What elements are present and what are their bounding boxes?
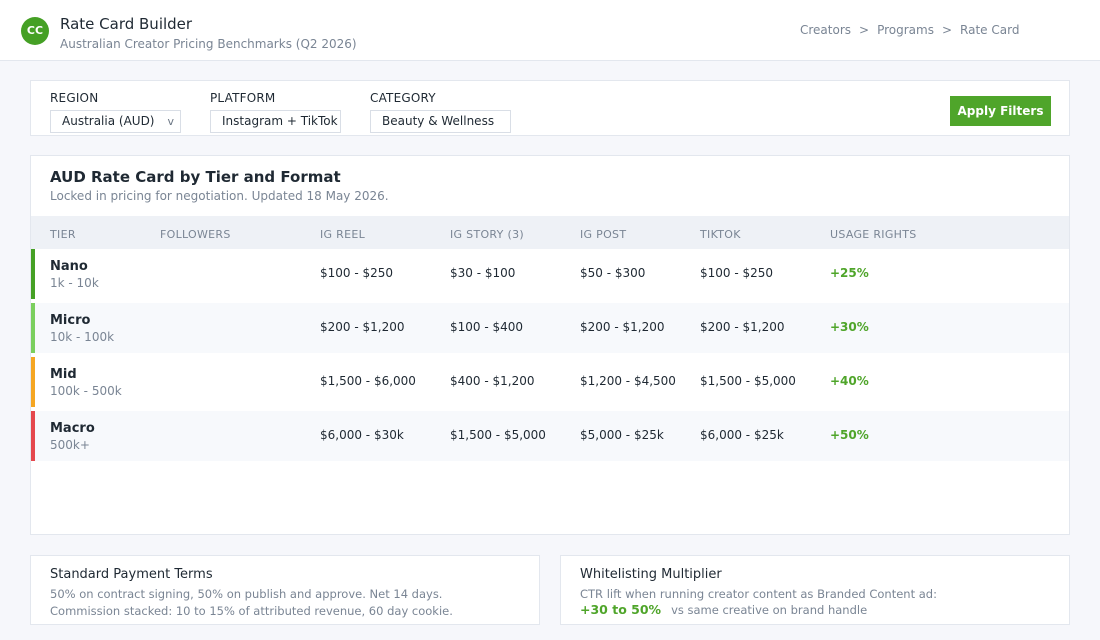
column-header-ig-post: IG POST	[580, 228, 627, 241]
region-value: Australia (AUD)	[62, 114, 155, 128]
usage-rights-uplift: +25%	[830, 266, 869, 280]
tier-followers: 100k - 500k	[50, 384, 122, 398]
column-header-ig-story: IG STORY (3)	[450, 228, 524, 241]
ig-post-rate: $200 - $1,200	[580, 320, 665, 334]
ctr-lift-comparison: vs same creative on brand handle	[671, 603, 868, 617]
chevron-down-icon: v	[167, 115, 174, 128]
column-header-tiktok: TIKTOK	[700, 228, 741, 241]
usage-rights-uplift: +30%	[830, 320, 869, 334]
table-row: Micro 10k - 100k $200 - $1,200 $100 - $4…	[31, 303, 1069, 353]
tier-color-bar	[31, 249, 35, 299]
breadcrumb-separator: >	[941, 23, 953, 37]
app-header: CC Rate Card Builder Australian Creator …	[0, 0, 1100, 61]
ig-post-rate: $5,000 - $25k	[580, 428, 664, 442]
region-label: REGION	[50, 91, 99, 105]
ig-reel-rate: $1,500 - $6,000	[320, 374, 416, 388]
tier-color-bar	[31, 303, 35, 353]
filter-bar: REGION Australia (AUD) v PLATFORM Instag…	[30, 80, 1070, 136]
platform-label: PLATFORM	[210, 91, 276, 105]
ig-reel-rate: $6,000 - $30k	[320, 428, 404, 442]
ctr-lift-value: +30 to 50%	[580, 602, 662, 617]
platform-filter: PLATFORM Instagram + TikTok	[210, 91, 341, 133]
whitelisting-card: Whitelisting Multiplier CTR lift when ru…	[560, 555, 1070, 625]
ig-story-rate: $100 - $400	[450, 320, 524, 334]
page-subtitle: Australian Creator Pricing Benchmarks (Q…	[60, 37, 357, 51]
tier-color-bar	[31, 411, 35, 461]
column-header-followers: FOLLOWERS	[160, 228, 231, 241]
ig-post-rate: $1,200 - $4,500	[580, 374, 676, 388]
ig-reel-rate: $100 - $250	[320, 266, 394, 280]
whitelisting-description: CTR lift when running creator content as…	[580, 587, 937, 601]
breadcrumb-separator: >	[859, 23, 870, 37]
tiktok-rate: $200 - $1,200	[700, 320, 785, 334]
tier-name: Micro	[50, 313, 91, 328]
breadcrumb: Creators > Programs > Rate Card	[800, 23, 1019, 37]
breadcrumb-item-creators[interactable]: Creators	[800, 23, 852, 37]
apply-filters-button[interactable]: Apply Filters	[950, 96, 1051, 126]
tier-followers: 500k+	[50, 438, 90, 452]
usage-rights-uplift: +40%	[830, 374, 869, 388]
table-row: Macro 500k+ $6,000 - $30k $1,500 - $5,00…	[31, 411, 1069, 461]
region-select[interactable]: Australia (AUD) v	[50, 110, 181, 133]
table-row: Mid 100k - 500k $1,500 - $6,000 $400 - $…	[31, 357, 1069, 407]
payment-terms-line: 50% on contract signing, 50% on publish …	[50, 587, 443, 601]
category-filter: CATEGORY Beauty & Wellness	[370, 91, 511, 133]
tier-followers: 1k - 10k	[50, 276, 99, 290]
ig-post-rate: $50 - $300	[580, 266, 646, 280]
tiktok-rate: $1,500 - $5,000	[700, 374, 796, 388]
tier-name: Nano	[50, 259, 88, 274]
commission-terms-line: Commission stacked: 10 to 15% of attribu…	[50, 604, 453, 618]
rate-card-title: AUD Rate Card by Tier and Format	[50, 168, 341, 186]
ig-story-rate: $30 - $100	[450, 266, 516, 280]
rate-card-panel: AUD Rate Card by Tier and Format Locked …	[30, 155, 1070, 535]
table-row: Nano 1k - 10k $100 - $250 $30 - $100 $50…	[31, 249, 1069, 299]
platform-select[interactable]: Instagram + TikTok	[210, 110, 341, 133]
ig-story-rate: $400 - $1,200	[450, 374, 535, 388]
tier-name: Mid	[50, 367, 77, 382]
tier-color-bar	[31, 357, 35, 407]
tiktok-rate: $100 - $250	[700, 266, 774, 280]
breadcrumb-item-rate-card: Rate Card	[960, 23, 1020, 37]
column-header-tier: TIER	[50, 228, 76, 241]
payment-terms-card: Standard Payment Terms 50% on contract s…	[30, 555, 540, 625]
table-header: TIER FOLLOWERS IG REEL IG STORY (3) IG P…	[31, 216, 1069, 252]
tier-followers: 10k - 100k	[50, 330, 115, 344]
column-header-ig-reel: IG REEL	[320, 228, 366, 241]
category-label: CATEGORY	[370, 91, 436, 105]
platform-value: Instagram + TikTok	[222, 114, 338, 128]
rate-card-subtitle: Locked in pricing for negotiation. Updat…	[50, 189, 389, 203]
category-select[interactable]: Beauty & Wellness	[370, 110, 511, 133]
column-header-usage-rights: USAGE RIGHTS	[830, 228, 917, 241]
breadcrumb-item-programs[interactable]: Programs	[877, 23, 934, 37]
whitelisting-title: Whitelisting Multiplier	[580, 567, 722, 582]
payment-terms-title: Standard Payment Terms	[50, 567, 213, 582]
page-title: Rate Card Builder	[60, 15, 193, 33]
category-value: Beauty & Wellness	[382, 114, 495, 128]
tier-name: Macro	[50, 421, 95, 436]
ig-reel-rate: $200 - $1,200	[320, 320, 405, 334]
app-logo: CC	[21, 17, 49, 45]
whitelisting-lift-line: +30 to 50% vs same creative on brand hand…	[580, 602, 867, 617]
tiktok-rate: $6,000 - $25k	[700, 428, 784, 442]
usage-rights-uplift: +50%	[830, 428, 869, 442]
region-filter: REGION Australia (AUD) v	[50, 91, 181, 133]
ig-story-rate: $1,500 - $5,000	[450, 428, 546, 442]
